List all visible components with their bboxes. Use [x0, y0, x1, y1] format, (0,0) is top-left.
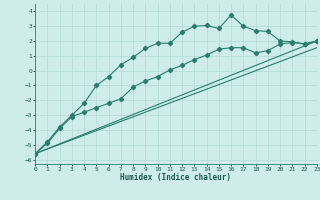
X-axis label: Humidex (Indice chaleur): Humidex (Indice chaleur)	[121, 173, 231, 182]
